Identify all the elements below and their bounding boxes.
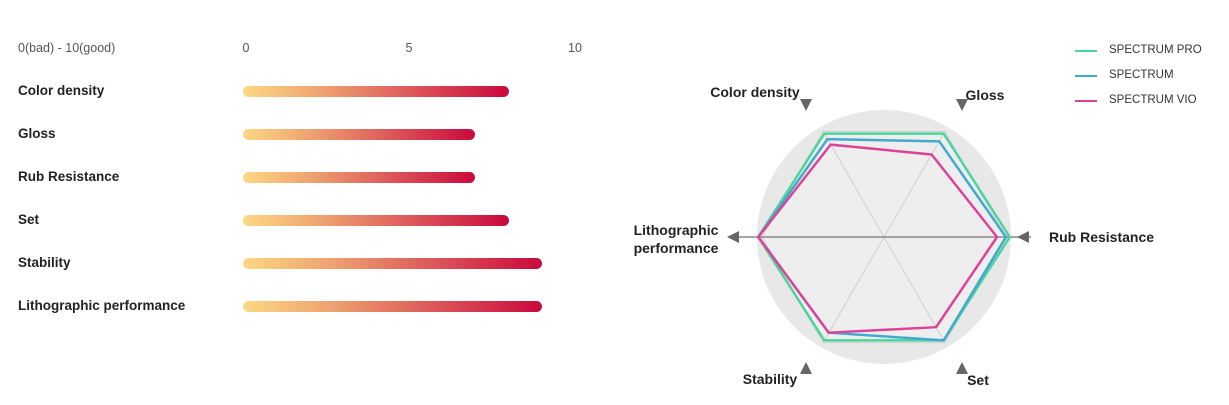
radar-axis-label: Color density [710, 84, 800, 100]
axis-arrow-icon [800, 99, 812, 111]
radar-axis-label: Rub Resistance [1049, 229, 1154, 245]
radar-axis-label: Stability [743, 371, 798, 387]
bar [243, 129, 476, 140]
tick-label-0: 0 [242, 41, 250, 55]
bar [243, 215, 509, 226]
axis-arrow-icon [956, 99, 968, 111]
legend-label: SPECTRUM PRO [1109, 44, 1202, 56]
legend-label: SPECTRUM [1109, 69, 1174, 81]
bar-label: Gloss [18, 126, 56, 141]
bar-label: Rub Resistance [18, 169, 120, 184]
bar [243, 258, 542, 269]
radar-svg: Color density Gloss Rub Resistance Set Stabi… [634, 84, 1155, 388]
bar-chart: 0(bad) - 10(good) 0 5 10 Color density Gl… [18, 41, 582, 313]
radar-spoke [883, 236, 946, 343]
bar-label: Stability [18, 255, 71, 270]
radar-axis-label: Gloss [966, 87, 1005, 103]
radar-spoke [822, 236, 885, 343]
radar-spoke [883, 131, 946, 238]
tick-label-10: 10 [568, 41, 582, 55]
bar [243, 86, 509, 97]
legend-label: SPECTRUM VIO [1109, 94, 1197, 106]
axis-arrow-icon [956, 362, 968, 374]
radar-series-2 [757, 143, 999, 334]
bar-label: Color density [18, 83, 105, 98]
bar [243, 172, 476, 183]
legend-swatch [1075, 100, 1097, 102]
bar-label: Set [18, 212, 40, 227]
radar-axis-label: Lithographic performance [634, 222, 719, 256]
radar-axis-label: Set [967, 372, 989, 388]
radar-spoke [822, 131, 885, 238]
bar [243, 301, 542, 312]
axis-arrow-icon [800, 362, 812, 374]
legend-swatch [1075, 75, 1097, 77]
radar-chart: Color density Gloss Rub Resistance Set Stabi… [620, 0, 1229, 405]
scale-caption: 0(bad) - 10(good) [18, 41, 116, 55]
legend-swatch [1075, 50, 1097, 52]
axis-arrow-icon [727, 231, 739, 243]
tick-label-5: 5 [405, 41, 413, 55]
bar-label: Lithographic performance [18, 298, 186, 313]
axis-arrow-icon [1017, 231, 1029, 243]
